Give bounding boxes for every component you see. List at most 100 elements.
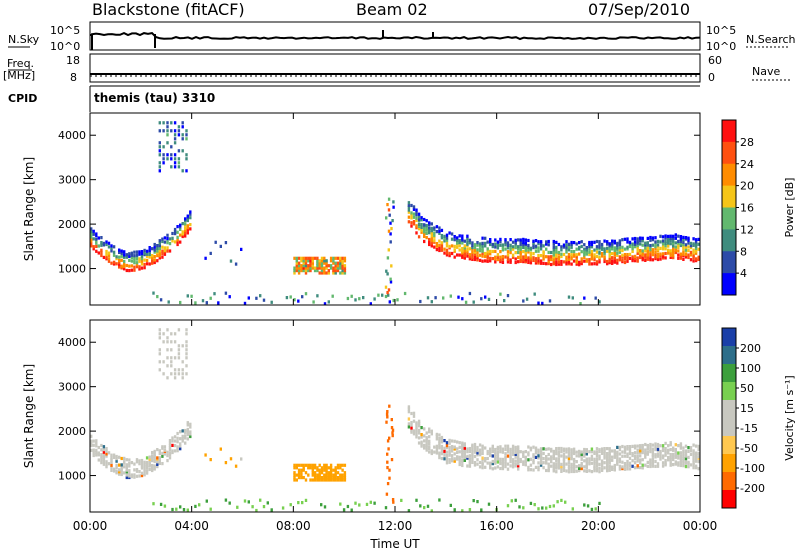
scatter-cell [641, 249, 644, 253]
scatter-cell [555, 254, 558, 258]
scatter-cell [102, 450, 106, 454]
scatter-cell [423, 506, 426, 510]
scatter-cell [628, 447, 632, 451]
scatter-cell [600, 459, 604, 463]
scatter-cell [304, 261, 308, 265]
scatter-cell [659, 246, 662, 250]
scatter-cell [140, 458, 144, 463]
scatter-cell [595, 457, 599, 461]
scatter-cell [184, 430, 187, 434]
beam-title: Beam 02 [356, 0, 428, 19]
scatter-cell [471, 449, 474, 453]
scatter-cell [478, 247, 482, 251]
scatter-cell [616, 251, 619, 255]
nsky-label: N.Sky [8, 33, 40, 46]
scatter-cell [570, 457, 573, 461]
scatter-cell [125, 255, 128, 259]
scatter-cell [458, 244, 461, 248]
scatter-cell [641, 458, 644, 462]
scatter-cell [158, 348, 161, 352]
scatter-cell [560, 254, 563, 259]
scatter-cell [661, 454, 665, 458]
scatter-cell [588, 460, 591, 464]
scatter-cell [316, 466, 319, 470]
scatter-cell [145, 465, 149, 469]
scatter-cell [281, 506, 285, 510]
scatter-cell [517, 445, 520, 449]
scatter-cell [628, 244, 632, 249]
scatter-cell [440, 444, 444, 449]
scatter-cell [471, 247, 474, 251]
scatter-cell [123, 253, 126, 257]
scatter-cell [181, 230, 184, 234]
scatter-cell [90, 442, 93, 446]
scatter-cell [425, 436, 428, 440]
scatter-cell [514, 462, 517, 466]
scatter-cell [343, 476, 347, 480]
scatter-cell [153, 260, 156, 265]
scatter-cell [456, 455, 459, 459]
scatter-cell [519, 457, 522, 462]
scatter-cell [509, 247, 512, 252]
scatter-cell [171, 236, 174, 240]
scatter-cell [514, 448, 517, 452]
scatter-cell [679, 446, 683, 450]
scatter-cell [651, 248, 655, 252]
scatter-cell [694, 240, 698, 244]
scatter-cell [423, 234, 426, 238]
scatter-cell [641, 443, 644, 448]
scatter-cell [527, 243, 530, 248]
scatter-cell [445, 248, 449, 252]
panel-background [90, 320, 700, 512]
scatter-cell [552, 245, 555, 249]
date-title: 07/Sep/2010 [588, 0, 691, 19]
scatter-cell [656, 444, 660, 448]
scatter-cell [293, 266, 296, 270]
scatter-cell [185, 348, 188, 352]
scatter-cell [555, 449, 558, 453]
scatter-cell [428, 439, 431, 443]
scatter-cell [468, 508, 472, 512]
scatter-cell [158, 241, 161, 245]
scatter-cell [476, 256, 479, 260]
scatter-cell [358, 297, 361, 301]
scatter-cell [158, 254, 161, 258]
scatter-cell [186, 421, 189, 425]
scatter-cell [464, 300, 468, 304]
scatter-cell [334, 478, 337, 482]
scatter-cell [616, 243, 619, 247]
scatter-cell [570, 255, 573, 259]
scatter-cell [677, 253, 680, 257]
scatter-cell [572, 447, 576, 451]
scatter-cell [123, 264, 126, 268]
scatter-cell [567, 459, 571, 463]
scatter-cell [158, 239, 161, 243]
scatter-cell [608, 461, 611, 465]
scatter-cell [304, 498, 308, 502]
scatter-cell [565, 247, 568, 251]
scatter-cell [547, 465, 550, 469]
scatter-cell [672, 248, 675, 252]
scatter-cell [565, 243, 568, 247]
scatter-cell [327, 466, 330, 470]
scatter-cell [438, 439, 441, 443]
scatter-cell [656, 255, 660, 259]
scatter-cell [641, 463, 644, 467]
scatter-cell [143, 468, 146, 472]
x-tick-label: 12:00 [378, 519, 413, 533]
scatter-cell [163, 246, 167, 250]
scatter-cell [542, 244, 545, 248]
scatter-cell [448, 458, 451, 462]
scatter-cell [415, 231, 418, 235]
scatter-cell [143, 462, 146, 466]
scatter-cell [179, 437, 182, 441]
scatter-cell [186, 228, 189, 232]
scatter-cell [438, 437, 441, 441]
scatter-cell [623, 255, 627, 259]
scatter-cell [148, 460, 151, 464]
scatter-cell [443, 251, 446, 255]
scatter-cell [166, 364, 169, 368]
scatter-cell [90, 439, 93, 443]
scatter-cell [332, 269, 335, 273]
